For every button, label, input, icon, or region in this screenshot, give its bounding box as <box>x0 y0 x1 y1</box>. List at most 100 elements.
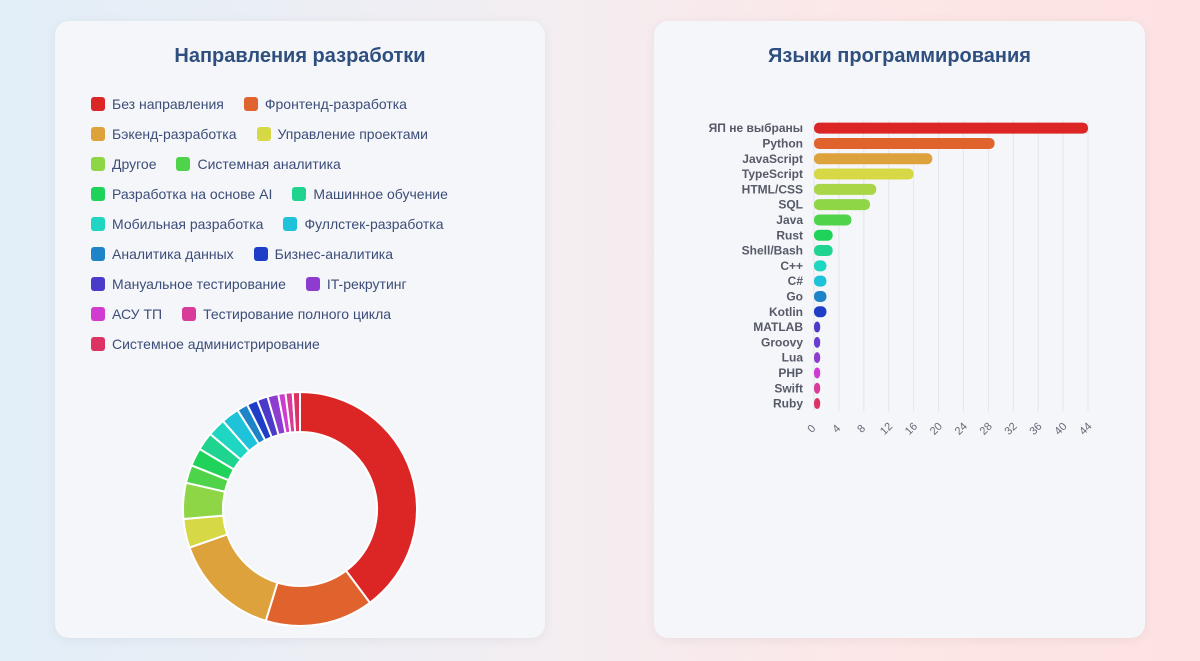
category-label: HTML/CSS <box>742 182 803 196</box>
legend-row: Мануальное тестирование IT-рекрутинг <box>91 269 531 299</box>
bar[interactable] <box>814 260 827 272</box>
tick-label: 12 <box>878 421 895 438</box>
tick-label: 24 <box>953 421 970 438</box>
legend-swatch <box>91 127 105 141</box>
category-label: Python <box>762 136 803 150</box>
tick-label: 8 <box>855 423 868 436</box>
legend-item[interactable]: Аналитика данных <box>91 246 234 262</box>
donut-slice[interactable] <box>299 390 418 605</box>
tick-label: 16 <box>903 421 920 438</box>
legend-label: Аналитика данных <box>112 246 234 262</box>
category-label: Go <box>786 289 803 303</box>
directions-title: Направления разработки <box>174 45 426 67</box>
legend-item[interactable]: Разработка на основе AI <box>91 186 272 202</box>
legend-swatch <box>292 187 307 201</box>
legend-item[interactable]: Системная аналитика <box>176 156 341 172</box>
tick-label: 40 <box>1052 421 1069 438</box>
category-label: C# <box>788 274 804 288</box>
donut-slice[interactable] <box>291 390 301 434</box>
legend-swatch <box>253 247 268 261</box>
legend-swatch <box>91 277 105 291</box>
category-label: Shell/Bash <box>742 244 803 258</box>
legend-row: Аналитика данных Бизнес-аналитика <box>91 239 531 269</box>
legend-label: Управление проектами <box>277 126 428 142</box>
legend-item[interactable]: Мобильная разработка <box>91 216 263 232</box>
legend-label: Без направления <box>112 96 224 112</box>
bar[interactable] <box>814 199 871 211</box>
legend-swatch <box>91 247 105 261</box>
legend-row: Другое Системная аналитика <box>91 149 531 179</box>
bar[interactable] <box>814 245 833 257</box>
bar[interactable] <box>814 306 827 318</box>
bar[interactable] <box>814 214 852 226</box>
bar[interactable] <box>814 137 995 149</box>
legend-swatch <box>91 307 105 321</box>
category-label: MATLAB <box>753 320 803 334</box>
bar[interactable] <box>814 153 933 165</box>
category-label: Lua <box>782 351 804 365</box>
languages-card: Языки программирования ЯП не выбраны Pyth… <box>654 21 1145 638</box>
legend-item[interactable]: Бизнес-аналитика <box>253 246 394 262</box>
bar[interactable] <box>814 229 833 241</box>
legend-label: Другое <box>112 156 157 172</box>
legend-row: Разработка на основе AI Машинное обучение <box>91 179 531 209</box>
legend-swatch <box>91 337 105 351</box>
languages-title: Языки программирования <box>768 45 1031 67</box>
tick-label: 4 <box>830 423 843 436</box>
tick-label: 44 <box>1077 421 1094 438</box>
category-label: C++ <box>780 259 803 273</box>
legend-label: Системное администрирование <box>112 336 320 352</box>
legend-swatch <box>91 157 105 171</box>
bar[interactable] <box>814 290 827 302</box>
bar[interactable] <box>814 336 821 348</box>
legend-item[interactable]: Мануальное тестирование <box>91 276 286 292</box>
legend-label: Фуллстек-разработка <box>304 216 444 232</box>
legend-swatch <box>176 157 191 171</box>
legend-label: АСУ ТП <box>112 306 163 322</box>
tick-label: 36 <box>1027 421 1044 438</box>
bar[interactable] <box>814 321 821 333</box>
legend-item[interactable]: Системное администрирование <box>91 336 320 352</box>
bar[interactable] <box>814 275 827 287</box>
legend-row: Мобильная разработка Фуллстек-разработка <box>91 209 531 239</box>
legend-row: Системное администрирование <box>91 329 531 359</box>
legend-swatch <box>91 217 105 231</box>
tick-label: 20 <box>928 421 945 438</box>
category-label: Rust <box>776 228 803 242</box>
bar[interactable] <box>814 122 1088 134</box>
legend-swatch <box>182 307 197 321</box>
bar[interactable] <box>814 168 914 180</box>
donut-slice[interactable] <box>188 533 279 623</box>
legend-item[interactable]: IT-рекрутинг <box>305 276 407 292</box>
legend-item[interactable]: Фронтенд-разработка <box>243 96 407 112</box>
category-label: TypeScript <box>742 167 803 181</box>
bar[interactable] <box>814 352 821 364</box>
bar[interactable] <box>814 398 821 410</box>
bar[interactable] <box>814 183 877 195</box>
legend-item[interactable]: АСУ ТП <box>91 306 162 322</box>
bar[interactable] <box>814 382 821 394</box>
legend-item[interactable]: Без направления <box>91 96 224 112</box>
legend-item[interactable]: Управление проектами <box>256 126 428 142</box>
legend-item[interactable]: Тестирование полного цикла <box>182 306 391 322</box>
legend-swatch <box>243 97 258 111</box>
legend-label: Мобильная разработка <box>112 216 264 232</box>
tick-label: 28 <box>978 421 995 438</box>
category-label: Java <box>776 213 803 227</box>
legend-item[interactable]: Машинное обучение <box>292 186 448 202</box>
legend-item[interactable]: Другое <box>91 156 156 172</box>
legend-label: Бизнес-аналитика <box>274 246 394 262</box>
directions-card: Направления разработки Без направления Фр… <box>55 21 545 638</box>
legend-item[interactable]: Бэкенд-разработка <box>91 126 237 142</box>
legend-row: Бэкенд-разработка Управление проектами <box>91 119 531 149</box>
category-label: SQL <box>778 198 803 212</box>
legend-row: Без направления Фронтенд-разработка <box>91 89 531 119</box>
directions-legend: Без направления Фронтенд-разработка Бэкенд… <box>91 89 531 359</box>
legend-item[interactable]: Фуллстек-разработка <box>283 216 443 232</box>
legend-label: Бэкенд-разработка <box>112 126 237 142</box>
legend-label: IT-рекрутинг <box>326 276 407 292</box>
bar[interactable] <box>814 367 821 379</box>
category-label: Groovy <box>761 335 803 349</box>
category-label: Kotlin <box>769 305 803 319</box>
